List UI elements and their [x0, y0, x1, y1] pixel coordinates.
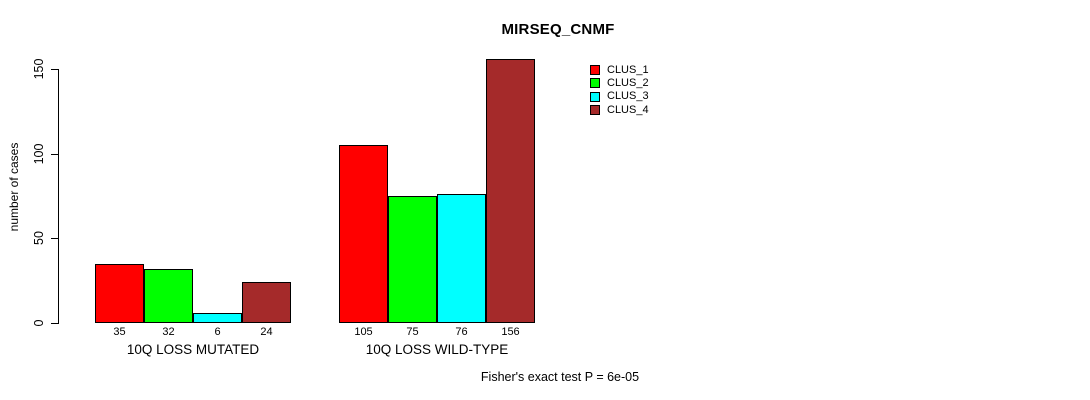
bar-clus_1: [339, 145, 388, 323]
bar-value-label: 75: [406, 326, 419, 338]
chart-title: MIRSEQ_CNMF: [501, 21, 615, 38]
bar-clus_2: [388, 196, 437, 323]
y-axis-label: number of cases: [7, 142, 21, 232]
legend-swatch-clus_1: [590, 65, 600, 75]
bar-value-label: 35: [113, 326, 126, 338]
y-tick-mark: [51, 323, 58, 324]
y-tick-label: 0: [32, 319, 46, 327]
bar-value-label: 6: [214, 326, 221, 338]
legend-row: CLUS_1: [590, 64, 649, 76]
bar-clus_3: [193, 313, 242, 323]
y-tick-mark: [51, 69, 58, 70]
legend-row: CLUS_3: [590, 91, 649, 103]
y-tick-label: 150: [32, 58, 46, 80]
legend-swatch-clus_4: [590, 105, 600, 116]
legend-label: CLUS_1: [607, 63, 649, 76]
bar-clus_3: [437, 194, 486, 323]
y-axis: [58, 69, 59, 324]
legend-swatch-clus_3: [590, 91, 600, 102]
y-tick-label: 100: [32, 143, 46, 165]
y-tick-label: 50: [32, 231, 46, 245]
bar-value-label: 24: [260, 326, 273, 338]
bar-clus_1: [95, 264, 144, 323]
bar-value-label: 105: [354, 326, 373, 338]
bar-clus_4: [242, 282, 291, 323]
legend-label: CLUS_2: [607, 76, 649, 89]
bar-value-label: 76: [455, 326, 468, 338]
bar-value-label: 156: [501, 326, 520, 338]
annotation-text: Fisher's exact test P = 6e-05: [480, 370, 640, 384]
y-tick-mark: [51, 154, 58, 155]
legend-row: CLUS_2: [590, 77, 649, 89]
bar-clus_2: [144, 269, 193, 323]
bar-clus_4: [486, 59, 535, 323]
category-label: 10Q LOSS WILD-TYPE: [365, 342, 509, 357]
category-label: 10Q LOSS MUTATED: [126, 342, 260, 357]
y-tick-mark: [51, 238, 58, 239]
legend-row: CLUS_4: [590, 104, 649, 116]
legend-label: CLUS_3: [607, 90, 649, 103]
legend-label: CLUS_4: [607, 103, 649, 116]
legend-swatch-clus_2: [590, 78, 600, 89]
bar-value-label: 32: [162, 326, 175, 338]
